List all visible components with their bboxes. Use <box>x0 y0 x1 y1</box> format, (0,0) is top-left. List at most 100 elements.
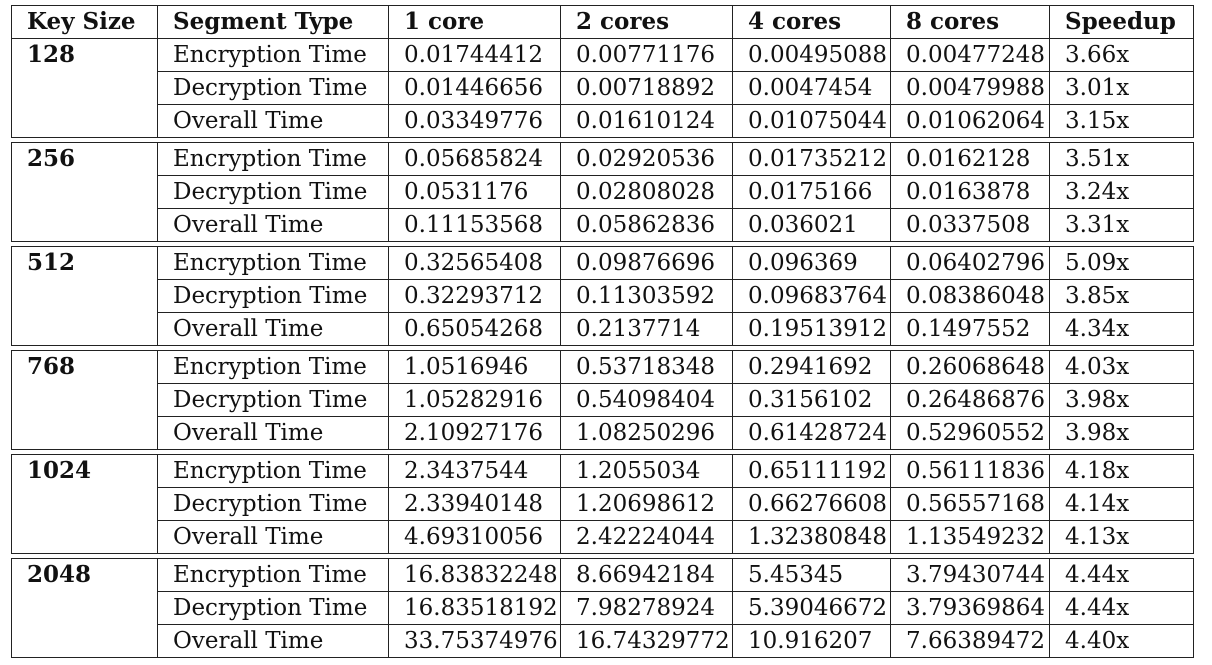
segment-type-cell: Encryption Time <box>157 454 389 488</box>
key-size-cell <box>11 520 158 554</box>
four-cores-cell: 0.66276608 <box>732 487 891 521</box>
table-row: Overall Time 2.10927176 1.08250296 0.614287… <box>11 416 1194 450</box>
segment-type-cell: Decryption Time <box>157 71 389 105</box>
one-core-cell: 0.11153568 <box>388 208 561 242</box>
segment-type-cell: Overall Time <box>157 624 389 658</box>
speedup-cell: 4.03x <box>1049 350 1194 384</box>
segment-type-cell: Decryption Time <box>157 383 389 417</box>
key-size-cell <box>11 71 158 105</box>
two-cores-cell: 0.01610124 <box>560 104 733 138</box>
header-2-cores: 2 cores <box>560 5 733 39</box>
key-size-cell <box>11 624 158 658</box>
speedup-cell: 3.24x <box>1049 175 1194 209</box>
key-size-cell: 512 <box>11 246 158 280</box>
eight-cores-cell: 0.0163878 <box>890 175 1050 209</box>
segment-type-cell: Overall Time <box>157 416 389 450</box>
four-cores-cell: 0.3156102 <box>732 383 891 417</box>
one-core-cell: 0.0531176 <box>388 175 561 209</box>
speedup-cell: 3.31x <box>1049 208 1194 242</box>
speedup-cell: 3.66x <box>1049 38 1194 72</box>
speedup-cell: 3.51x <box>1049 142 1194 176</box>
one-core-cell: 2.10927176 <box>388 416 561 450</box>
eight-cores-cell: 3.79369864 <box>890 591 1050 625</box>
eight-cores-cell: 0.08386048 <box>890 279 1050 313</box>
eight-cores-cell: 0.01062064 <box>890 104 1050 138</box>
key-size-cell <box>11 416 158 450</box>
two-cores-cell: 8.66942184 <box>560 558 733 592</box>
eight-cores-cell: 0.00477248 <box>890 38 1050 72</box>
speedup-cell: 3.01x <box>1049 71 1194 105</box>
eight-cores-cell: 0.06402796 <box>890 246 1050 280</box>
speedup-cell: 4.13x <box>1049 520 1194 554</box>
four-cores-cell: 1.32380848 <box>732 520 891 554</box>
eight-cores-cell: 0.0337508 <box>890 208 1050 242</box>
speedup-cell: 4.18x <box>1049 454 1194 488</box>
segment-type-cell: Overall Time <box>157 312 389 346</box>
speedup-cell: 3.15x <box>1049 104 1194 138</box>
four-cores-cell: 0.00495088 <box>732 38 891 72</box>
two-cores-cell: 0.00771176 <box>560 38 733 72</box>
two-cores-cell: 0.00718892 <box>560 71 733 105</box>
one-core-cell: 2.33940148 <box>388 487 561 521</box>
two-cores-cell: 0.02920536 <box>560 142 733 176</box>
four-cores-cell: 0.19513912 <box>732 312 891 346</box>
four-cores-cell: 0.65111192 <box>732 454 891 488</box>
table-row: Overall Time 0.65054268 0.2137714 0.1951391… <box>11 312 1194 346</box>
speedup-cell: 3.98x <box>1049 416 1194 450</box>
key-size-cell <box>11 591 158 625</box>
segment-type-cell: Overall Time <box>157 208 389 242</box>
key-size-cell: 128 <box>11 38 158 72</box>
key-size-cell <box>11 383 158 417</box>
table-row: Overall Time 0.11153568 0.05862836 0.036021… <box>11 208 1194 242</box>
eight-cores-cell: 7.66389472 <box>890 624 1050 658</box>
four-cores-cell: 0.09683764 <box>732 279 891 313</box>
two-cores-cell: 1.20698612 <box>560 487 733 521</box>
eight-cores-cell: 1.13549232 <box>890 520 1050 554</box>
two-cores-cell: 0.11303592 <box>560 279 733 313</box>
eight-cores-cell: 3.79430744 <box>890 558 1050 592</box>
key-size-cell <box>11 104 158 138</box>
four-cores-cell: 0.0047454 <box>732 71 891 105</box>
table-row: Decryption Time 1.05282916 0.54098404 0.315… <box>11 383 1194 417</box>
segment-type-cell: Encryption Time <box>157 350 389 384</box>
two-cores-cell: 0.2137714 <box>560 312 733 346</box>
key-size-cell: 2048 <box>11 558 158 592</box>
two-cores-cell: 1.08250296 <box>560 416 733 450</box>
two-cores-cell: 0.53718348 <box>560 350 733 384</box>
header-4-cores: 4 cores <box>732 5 891 39</box>
segment-type-cell: Decryption Time <box>157 175 389 209</box>
key-size-cell: 768 <box>11 350 158 384</box>
header-1-core: 1 core <box>388 5 561 39</box>
one-core-cell: 16.83832248 <box>388 558 561 592</box>
key-size-cell <box>11 487 158 521</box>
key-size-cell <box>11 208 158 242</box>
segment-type-cell: Decryption Time <box>157 487 389 521</box>
four-cores-cell: 0.2941692 <box>732 350 891 384</box>
table-row: Overall Time 4.69310056 2.42224044 1.323808… <box>11 520 1194 554</box>
table-row: 128 Encryption Time 0.01744412 0.00771176 0.… <box>11 38 1194 72</box>
one-core-cell: 0.05685824 <box>388 142 561 176</box>
four-cores-cell: 0.096369 <box>732 246 891 280</box>
table-row: 2048 Encryption Time 16.83832248 8.66942184… <box>11 558 1194 592</box>
two-cores-cell: 0.05862836 <box>560 208 733 242</box>
segment-type-cell: Overall Time <box>157 520 389 554</box>
table-row: Decryption Time 16.83518192 7.98278924 5.39… <box>11 591 1194 625</box>
two-cores-cell: 0.02808028 <box>560 175 733 209</box>
two-cores-cell: 7.98278924 <box>560 591 733 625</box>
speedup-cell: 4.40x <box>1049 624 1194 658</box>
table-row: 512 Encryption Time 0.32565408 0.09876696 0.… <box>11 246 1194 280</box>
eight-cores-cell: 0.00479988 <box>890 71 1050 105</box>
performance-table: Key Size Segment Type 1 core 2 cores 4 c… <box>11 5 1194 658</box>
four-cores-cell: 0.61428724 <box>732 416 891 450</box>
speedup-cell: 4.34x <box>1049 312 1194 346</box>
two-cores-cell: 0.54098404 <box>560 383 733 417</box>
four-cores-cell: 5.39046672 <box>732 591 891 625</box>
header-speedup: Speedup <box>1049 5 1194 39</box>
eight-cores-cell: 0.56111836 <box>890 454 1050 488</box>
one-core-cell: 0.32565408 <box>388 246 561 280</box>
table-row: Decryption Time 0.0531176 0.02808028 0.0175… <box>11 175 1194 209</box>
one-core-cell: 0.03349776 <box>388 104 561 138</box>
segment-type-cell: Encryption Time <box>157 142 389 176</box>
header-row: Key Size Segment Type 1 core 2 cores 4 c… <box>11 5 1194 39</box>
